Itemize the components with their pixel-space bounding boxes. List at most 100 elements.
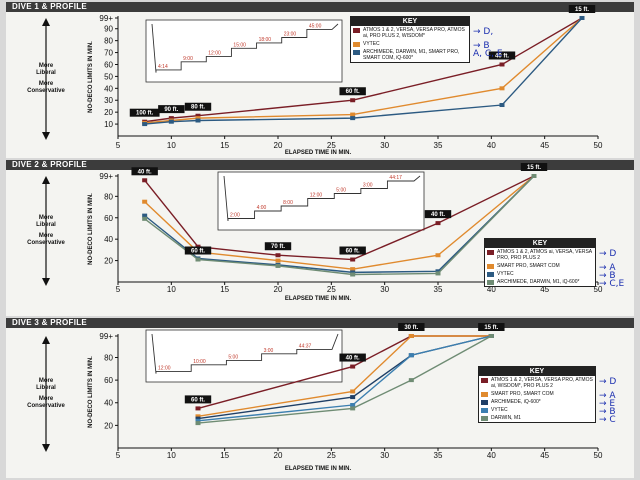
mini-profile-time-label: 44:37 — [299, 343, 312, 349]
key-item: SMART PRO, SMART COM — [479, 390, 595, 398]
dive-3-title-band: DIVE 3 & PROFILE — [6, 318, 634, 328]
mini-profile-line — [223, 175, 421, 222]
key-item: ARCHIMEDE, DARWIN, M1, iQ-600* — [485, 278, 595, 286]
handwritten-note: → E — [599, 399, 616, 409]
x-tick-label: 50 — [594, 451, 603, 460]
side-arrow-up-head — [42, 336, 50, 344]
x-tick-label: 5 — [116, 141, 121, 150]
key-item: ATMOS 1 & 2, VERSA, VERSA PRO, ATMOS ai,… — [351, 26, 469, 40]
mini-profile-inset: 4:14 9:00 12:00 15:00 18:00 23:00 45:00 — [145, 19, 343, 83]
series-point-1 — [408, 334, 414, 338]
x-tick-label: 10 — [167, 141, 176, 150]
dive-3-title: DIVE 3 & PROFILE — [12, 318, 88, 327]
mini-profile-time-label: 9:00 — [183, 56, 193, 62]
key-item: ATMOS 1 & 2, ATMOS ai, VERSA, VERSA PRO,… — [485, 248, 595, 262]
depth-label: 15 ft. — [575, 7, 589, 13]
x-tick-label: 5 — [116, 451, 121, 460]
y-tick-label: 99+ — [99, 14, 113, 23]
side-arrow-up-head — [42, 176, 50, 184]
series-point-2 — [142, 213, 148, 218]
label-more-liberal-2: Liberal — [36, 222, 56, 228]
x-axis-title: ELAPSED TIME IN MIN. — [285, 150, 352, 156]
x-tick-label: 30 — [380, 141, 389, 150]
y-tick-label: 60 — [104, 214, 113, 223]
depth-label: 15 ft. — [484, 325, 498, 331]
depth-label-box — [478, 323, 505, 331]
key-item-label: DARWIN, M1 — [491, 415, 521, 421]
x-tick-label: 25 — [327, 141, 336, 150]
key-item-label: ARCHIMEDE, iQ-600* — [491, 399, 541, 405]
handwritten-note: → D — [599, 377, 617, 387]
key-swatch — [481, 408, 488, 413]
label-more-liberal-1: More — [39, 63, 54, 69]
x-tick-label: 10 — [167, 285, 176, 294]
key-swatch — [487, 250, 494, 255]
label-more-conservative-1: More — [39, 81, 54, 87]
depth-label-box — [129, 108, 160, 117]
depth-label-box — [158, 105, 185, 114]
key-item: ARCHIMEDE, iQ-600* — [479, 398, 595, 406]
y-axis-title: NO-DECO LIMITS IN MIN. — [88, 41, 94, 113]
mini-profile-time-label: 2:00 — [230, 213, 240, 219]
depth-label-box — [131, 167, 158, 176]
x-tick-label: 45 — [540, 141, 549, 150]
series-point-3 — [195, 257, 201, 262]
series-point-3 — [435, 271, 441, 276]
mini-profile-time-label: 3:00 — [264, 348, 274, 354]
label-more-liberal-2: Liberal — [36, 385, 56, 391]
mini-profile-inset: 12:00 10:00 5:00 3:00 44:37 — [145, 329, 343, 383]
depth-label: 40 ft. — [431, 212, 445, 218]
series-line-4 — [197, 335, 492, 424]
series-point-1 — [499, 86, 505, 91]
series-point-3 — [408, 353, 414, 358]
side-arrow-down-head — [42, 132, 50, 140]
key-item: SMART PRO, SMART COM — [485, 262, 595, 270]
depth-label-box — [184, 246, 212, 255]
dive-3-key: KEY ATMOS 1 & 2, VERSA, VERSA PRO, ATMOS… — [478, 366, 616, 425]
handwritten-note: A, C, E — [473, 49, 503, 59]
series-line-2 — [144, 17, 583, 125]
key-item-label: VYTEC — [491, 407, 508, 413]
series-point-0 — [195, 406, 201, 411]
x-tick-label: 45 — [540, 451, 549, 460]
series-point-0 — [168, 116, 174, 121]
key-item-label: VYTEC — [363, 41, 380, 47]
dive-2-title: DIVE 2 & PROFILE — [12, 160, 88, 169]
mini-profile-line — [151, 23, 339, 73]
series-line-3 — [197, 335, 492, 422]
x-tick-label: 20 — [274, 141, 283, 150]
handwritten-note: → B — [599, 271, 616, 281]
x-tick-label: 40 — [487, 285, 496, 294]
y-tick-label: 90 — [104, 25, 113, 34]
key-title: KEY — [479, 367, 595, 376]
key-item: VYTEC — [479, 406, 595, 414]
mini-profile-time-label: 15:00 — [233, 42, 246, 48]
mini-profile-time-label: 12:00 — [208, 50, 221, 56]
x-tick-label: 20 — [274, 285, 283, 294]
series-point-0 — [275, 253, 281, 258]
depth-label: 15 ft. — [527, 165, 541, 171]
mini-profile-time-label: 18:00 — [259, 37, 272, 43]
y-tick-label: 10 — [104, 120, 113, 129]
label-more-conservative-2: Conservative — [27, 88, 65, 94]
dive-2-title-band: DIVE 2 & PROFILE — [6, 160, 634, 170]
key-swatch — [481, 378, 488, 383]
series-point-3 — [531, 174, 537, 178]
x-tick-label: 5 — [116, 285, 121, 294]
series-point-0 — [350, 257, 356, 262]
depth-label: 40 ft. — [346, 356, 360, 362]
depth-label: 70 ft. — [271, 244, 285, 250]
series-point-2 — [579, 16, 585, 20]
label-more-liberal-2: Liberal — [36, 70, 56, 76]
key-item: VYTEC — [351, 40, 469, 48]
x-axis-title: ELAPSED TIME IN MIN. — [285, 296, 352, 302]
key-item: DARWIN, M1 — [479, 414, 595, 422]
x-tick-label: 35 — [434, 141, 443, 150]
key-swatch — [481, 400, 488, 405]
handwritten-note: → B — [599, 407, 616, 417]
mini-profile-inset: 2:00 4:00 8:00 12:00 5:00 3:00 44:17 — [217, 171, 425, 231]
series-line-1 — [144, 17, 583, 124]
key-swatch — [487, 264, 494, 269]
